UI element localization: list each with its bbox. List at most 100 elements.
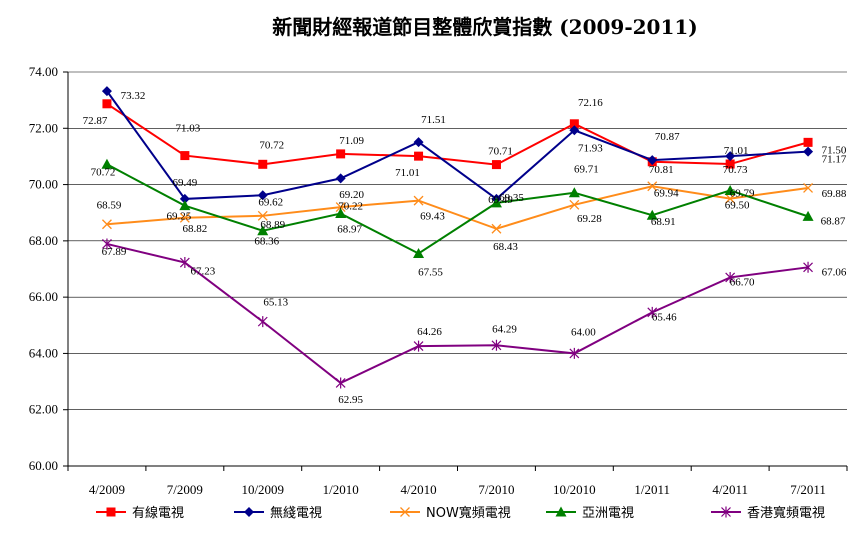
data-labels: 72.87 71.03 70.72 71.09 71.01 70.71 72.16 70.81… — [83, 90, 847, 406]
data-label: 70.22 — [338, 200, 363, 212]
data-label: 71.01 — [395, 167, 420, 179]
square-marker — [336, 149, 346, 159]
triangle-marker — [568, 187, 580, 198]
data-label: 70.81 — [649, 164, 674, 176]
data-label: 68.91 — [651, 216, 676, 228]
data-label: 64.29 — [492, 323, 517, 335]
triangle-marker — [724, 184, 736, 195]
data-label: 71.03 — [175, 123, 200, 135]
x-tick-label: 4/2009 — [89, 482, 125, 497]
diamond-marker — [179, 193, 190, 204]
data-label: 72.87 — [83, 115, 108, 127]
data-label: 68.36 — [254, 236, 279, 248]
star-marker — [257, 316, 268, 328]
square-marker — [803, 137, 813, 147]
x-tick-label: 4/2011 — [712, 482, 748, 497]
data-label: 70.71 — [488, 146, 513, 158]
data-label: 64.26 — [417, 326, 442, 338]
star-marker — [569, 347, 580, 359]
x-marker — [179, 212, 190, 223]
diamond-marker — [803, 146, 814, 157]
triangle-marker — [802, 210, 814, 221]
data-label: 68.89 — [260, 219, 285, 231]
square-marker — [491, 160, 501, 170]
grid — [68, 71, 847, 467]
x-marker — [647, 181, 658, 192]
diamond-marker — [335, 173, 346, 184]
square-marker — [102, 99, 112, 109]
data-label: 69.79 — [730, 187, 755, 199]
y-tick-label: 62.00 — [29, 402, 58, 417]
series-line — [106, 185, 809, 230]
data-label: 69.50 — [725, 200, 750, 212]
data-label: 71.01 — [724, 145, 749, 157]
square-marker — [180, 151, 190, 161]
triangle-marker — [335, 208, 347, 219]
triangle-marker — [555, 506, 567, 517]
data-label: 71.50 — [822, 144, 847, 156]
data-label: 67.23 — [190, 266, 215, 278]
x-marker — [413, 195, 424, 206]
series-2 — [101, 86, 814, 204]
x-tick-label: 7/2009 — [167, 482, 203, 497]
star-marker — [721, 506, 731, 518]
data-label: 71.17 — [822, 154, 847, 166]
series-line — [106, 163, 809, 255]
data-label: 69.20 — [339, 189, 364, 201]
star-marker — [803, 261, 813, 273]
y-tick-label: 68.00 — [29, 233, 58, 248]
legend-label: 無綫電視 — [270, 506, 322, 521]
diamond-marker — [257, 190, 268, 201]
triangle-marker — [490, 197, 502, 208]
chart-title: 新聞財經報道節目整體欣賞指數 (2009-2011) — [272, 15, 698, 39]
legend-item: 無綫電視 — [234, 506, 322, 521]
square-marker — [569, 119, 579, 129]
diamond-marker — [101, 86, 112, 97]
data-label: 69.43 — [420, 211, 445, 223]
y-tick-label: 60.00 — [29, 458, 58, 473]
series-1 — [102, 99, 813, 170]
series-line — [106, 102, 809, 166]
y-tick-label: 74.00 — [29, 64, 58, 79]
x-marker — [400, 507, 410, 517]
square-marker — [258, 159, 268, 169]
series-line — [106, 90, 809, 201]
series-5 — [102, 238, 813, 389]
star-marker — [179, 257, 190, 269]
square-marker — [725, 159, 735, 169]
legend-item: NOW寬頻電視 — [390, 505, 511, 521]
legend-item: 香港寬頻電視 — [711, 505, 825, 521]
star-marker — [335, 377, 346, 389]
x-tick-label: 7/2010 — [478, 482, 514, 497]
data-label: 69.49 — [172, 177, 197, 189]
data-label: 69.49 — [488, 194, 513, 206]
x-tick-label: 4/2010 — [400, 482, 436, 497]
data-label: 72.16 — [578, 97, 603, 109]
triangle-marker — [646, 209, 658, 220]
x-tick-label: 1/2010 — [323, 482, 359, 497]
star-marker — [491, 339, 502, 351]
triangle-marker — [257, 225, 269, 236]
data-label: 70.72 — [259, 139, 284, 151]
data-label: 67.89 — [102, 246, 127, 258]
star-marker — [725, 271, 736, 283]
data-label: 71.93 — [578, 142, 603, 154]
x-marker — [491, 223, 502, 234]
data-label: 71.51 — [421, 114, 446, 126]
y-tick-label: 72.00 — [29, 120, 58, 135]
triangle-marker — [101, 158, 113, 169]
x-tick-label: 10/2009 — [241, 482, 284, 497]
legend-label: 有線電視 — [132, 505, 184, 521]
data-label: 67.55 — [418, 267, 443, 279]
series-3 — [101, 181, 814, 234]
diamond-marker — [569, 125, 580, 136]
legend-label: NOW寬頻電視 — [426, 505, 511, 521]
x-tick-label: 7/2011 — [790, 482, 826, 497]
y-tick-label: 70.00 — [29, 177, 58, 192]
data-label: 70.87 — [655, 131, 680, 143]
x-marker — [569, 199, 580, 210]
diamond-marker — [647, 155, 658, 166]
x-marker — [725, 193, 736, 204]
x-marker — [257, 210, 268, 221]
